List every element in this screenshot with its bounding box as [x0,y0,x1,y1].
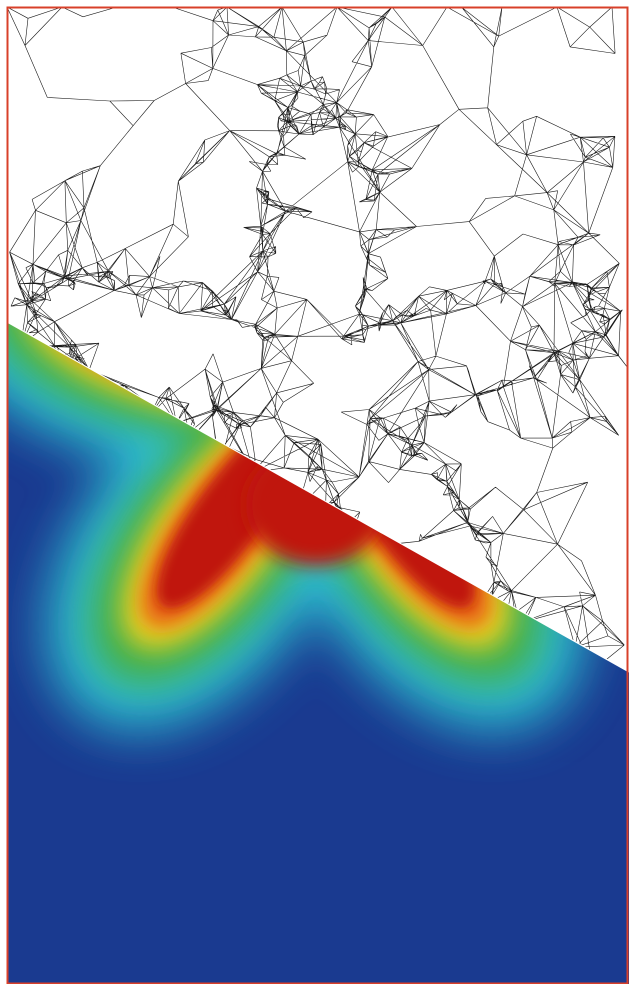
diagonal-cut-line [6,321,629,673]
